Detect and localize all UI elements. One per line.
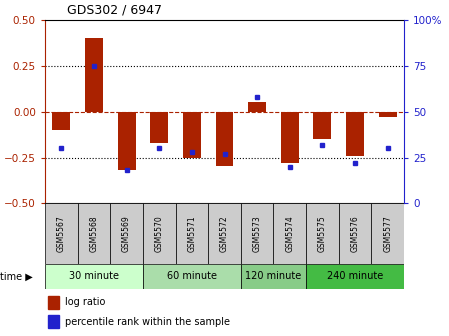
Bar [241,203,273,264]
Text: GSM5569: GSM5569 [122,215,131,252]
Text: GSM5573: GSM5573 [253,215,262,252]
Text: GSM5574: GSM5574 [285,215,294,252]
Bar [52,112,70,130]
Bar [45,203,78,264]
Bar [143,264,241,289]
Bar [313,112,331,139]
Bar [339,203,371,264]
Bar [110,203,143,264]
Bar [281,112,299,163]
Bar [379,112,397,117]
Bar [48,296,58,308]
Bar [248,102,266,112]
Bar [85,39,103,112]
Text: GSM5567: GSM5567 [57,215,66,252]
Text: GSM5571: GSM5571 [187,215,196,252]
Bar [306,264,404,289]
Bar [150,112,168,143]
Text: percentile rank within the sample: percentile rank within the sample [65,317,229,327]
Bar [143,203,176,264]
Bar [48,315,58,328]
Text: 30 minute: 30 minute [69,271,119,281]
Text: GSM5572: GSM5572 [220,215,229,252]
Bar [183,112,201,158]
Bar [346,112,364,156]
Bar [241,264,306,289]
Bar [78,203,110,264]
Text: 60 minute: 60 minute [167,271,217,281]
Text: GSM5575: GSM5575 [318,215,327,252]
Text: GDS302 / 6947: GDS302 / 6947 [67,4,163,17]
Text: GSM5576: GSM5576 [351,215,360,252]
Text: time ▶: time ▶ [0,271,33,281]
Bar [118,112,136,170]
Text: GSM5577: GSM5577 [383,215,392,252]
Bar [306,203,339,264]
Bar [176,203,208,264]
Bar [273,203,306,264]
Text: GSM5568: GSM5568 [89,215,98,252]
Bar [45,264,143,289]
Text: 240 minute: 240 minute [327,271,383,281]
Bar [216,112,233,166]
Bar [371,203,404,264]
Text: 120 minute: 120 minute [245,271,302,281]
Text: GSM5570: GSM5570 [155,215,164,252]
Bar [208,203,241,264]
Text: log ratio: log ratio [65,297,105,307]
